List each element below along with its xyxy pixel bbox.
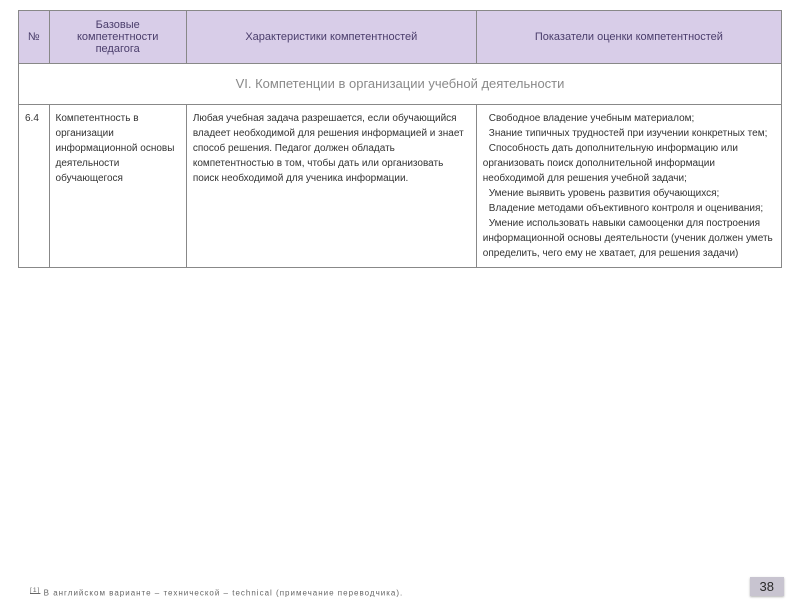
header-characteristics: Характеристики компетентностей bbox=[186, 11, 476, 64]
indicator-item: Умение использовать навыки самооценки дл… bbox=[483, 216, 775, 261]
header-row: № Базовые компетентности педагога Характ… bbox=[19, 11, 782, 64]
footnote-text: В английском варианте – технической – te… bbox=[40, 589, 403, 598]
cell-indicators: Свободное владение учебным материалом; З… bbox=[476, 104, 781, 267]
indicator-item: Владение методами объективного контроля … bbox=[483, 201, 775, 216]
cell-num: 6.4 bbox=[19, 104, 50, 267]
competence-table: № Базовые компетентности педагога Характ… bbox=[18, 10, 782, 268]
header-competence: Базовые компетентности педагога bbox=[49, 11, 186, 64]
indicator-item: Умение выявить уровень развития обучающи… bbox=[483, 186, 775, 201]
indicator-item: Знание типичных трудностей при изучении … bbox=[483, 126, 775, 141]
header-indicators: Показатели оценки компетентностей bbox=[476, 11, 781, 64]
header-num: № bbox=[19, 11, 50, 64]
footnote-ref: [1] bbox=[30, 587, 40, 594]
cell-characteristics: Любая учебная задача разрешается, если о… bbox=[186, 104, 476, 267]
indicator-item: Способность дать дополнительную информац… bbox=[483, 141, 775, 186]
section-row: VI. Компетенции в организации учебной де… bbox=[19, 64, 782, 105]
indicator-item: Свободное владение учебным материалом; bbox=[483, 111, 775, 126]
cell-competence: Компетентность в организации информацион… bbox=[49, 104, 186, 267]
data-row: 6.4 Компетентность в организации информа… bbox=[19, 104, 782, 267]
footnote: [1] В английском варианте – технической … bbox=[30, 587, 403, 598]
section-title: VI. Компетенции в организации учебной де… bbox=[19, 64, 782, 105]
page-number: 38 bbox=[750, 577, 784, 596]
